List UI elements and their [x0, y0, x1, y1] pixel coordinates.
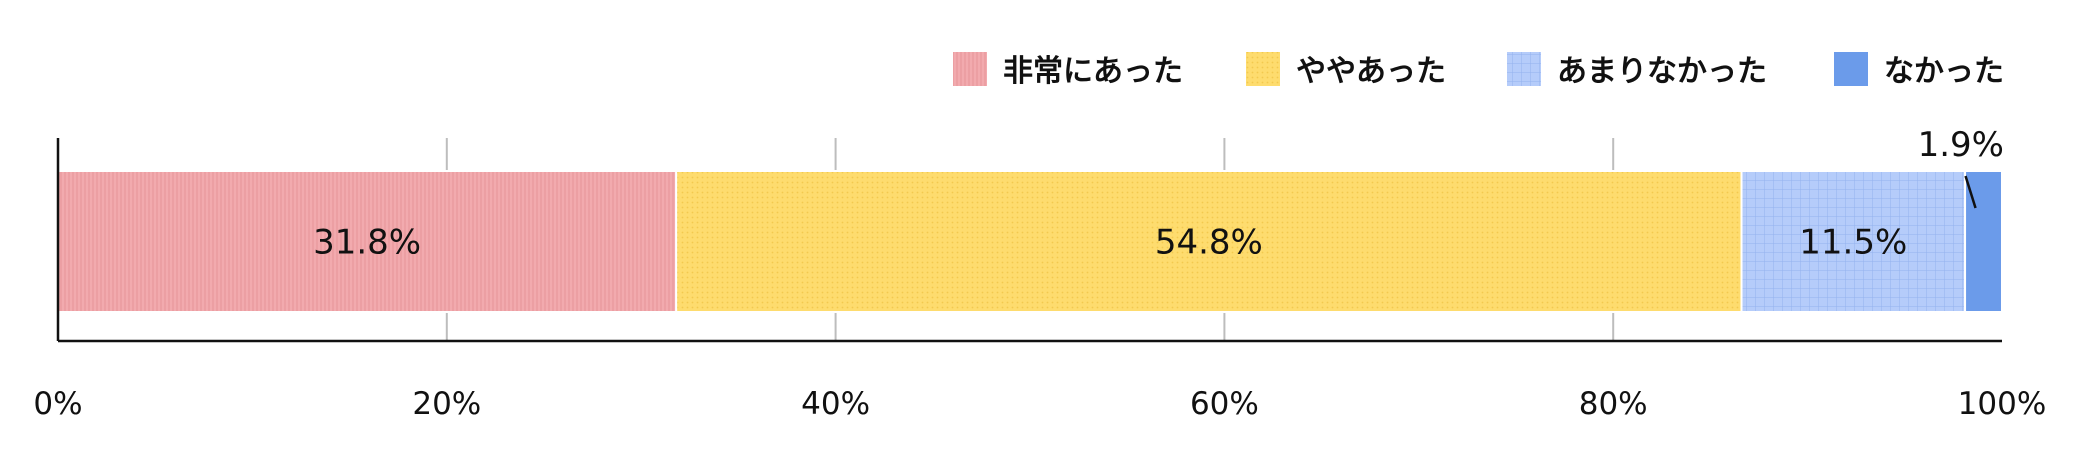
- axes: [56, 138, 2002, 343]
- legend-label-3: なかった: [1884, 54, 2004, 89]
- x-tick-label: 0%: [33, 386, 82, 422]
- data-label-3: 1.9%: [1918, 125, 2004, 165]
- x-tick-label: 60%: [1190, 386, 1259, 422]
- legend-swatch-2: [1507, 52, 1541, 86]
- data-label-2: 11.5%: [1799, 223, 1907, 263]
- legend-label-0: 非常にあった: [1003, 54, 1183, 89]
- bar-segment-2: [1740, 170, 1967, 313]
- x-tick-labels: 0% 20% 40% 60% 80% 100%: [33, 386, 2046, 422]
- x-tick-label: 20%: [412, 386, 481, 422]
- legend-swatch-1: [1246, 52, 1280, 86]
- data-labels: 31.8% 54.8% 11.5% 1.9%: [313, 125, 2004, 263]
- x-tick-label: 100%: [1958, 386, 2047, 422]
- bar-segment-1: [675, 170, 1743, 313]
- legend-label-1: ややあった: [1296, 54, 1446, 89]
- data-label-1: 54.8%: [1155, 223, 1263, 263]
- x-tick-label: 80%: [1579, 386, 1648, 422]
- label-leader-line: [1964, 175, 1977, 209]
- data-label-0: 31.8%: [313, 223, 421, 263]
- bar-segments: [57, 170, 2003, 313]
- bar-segment-3: [1964, 170, 2003, 313]
- bar-segment-0: [57, 170, 678, 313]
- legend-label-2: あまりなかった: [1557, 54, 1767, 89]
- legend-swatch-0: [953, 52, 987, 86]
- legend: 非常にあった ややあった あまりなかった なかった: [953, 52, 2004, 89]
- x-tick-label: 40%: [801, 386, 870, 422]
- legend-swatch-3: [1834, 52, 1868, 86]
